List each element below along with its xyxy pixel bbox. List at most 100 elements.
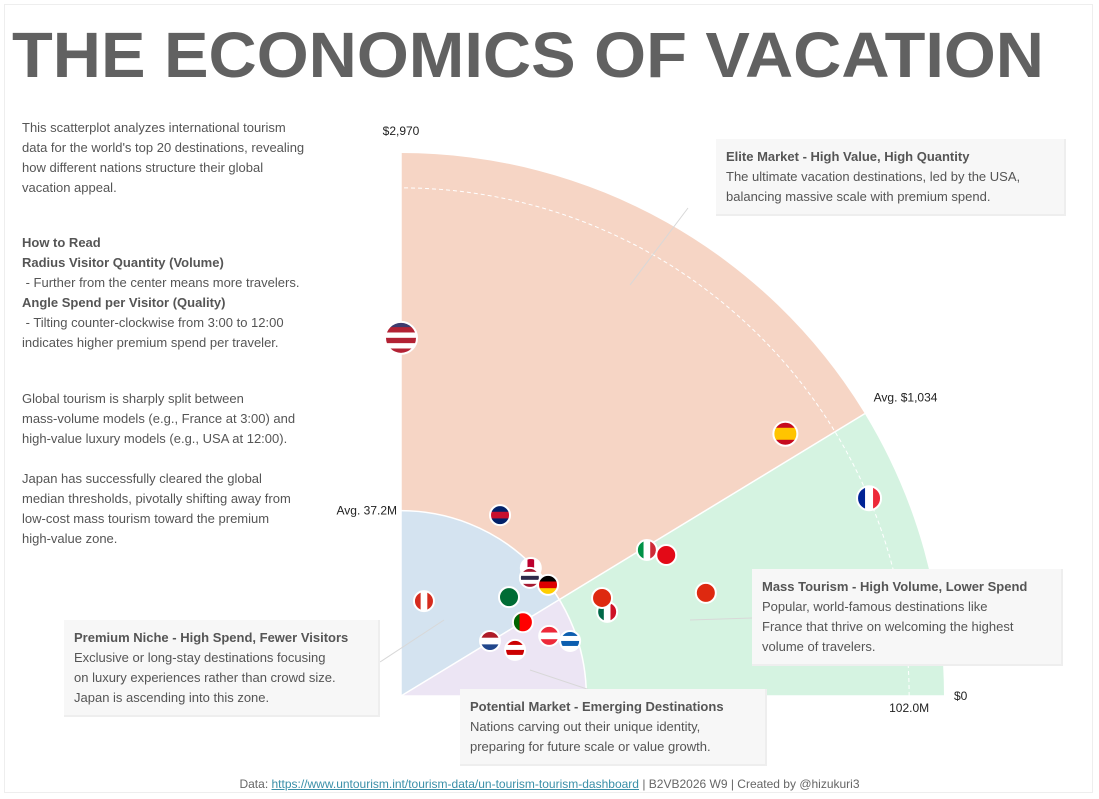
data-point (772, 420, 799, 447)
text-line: Popular, world-famous destinations like (762, 599, 988, 614)
text-line: mass-volume models (e.g., France at 3:00… (22, 411, 296, 426)
flag-stripe (505, 649, 526, 656)
flag (857, 486, 882, 511)
radius-tick-label: Avg. 37.2M (337, 504, 397, 518)
annotation: Mass Tourism - High Volume, Lower Spend … (752, 569, 1063, 666)
how-to-read: How to Read Radius Visitor Quantity (Vol… (22, 233, 299, 353)
text-line: vacation appeal. (22, 180, 117, 195)
flag-stripe (539, 639, 560, 646)
leader-line (379, 619, 445, 663)
text-line: volume of travelers. (762, 639, 876, 654)
annotation: Premium Niche - High Spend, Fewer Visito… (64, 620, 380, 717)
frame (4, 4, 1093, 793)
flag (499, 587, 520, 608)
flag (636, 540, 657, 561)
flag (480, 631, 501, 652)
text-line: - Tilting counter-clockwise from 3:00 to… (22, 315, 284, 330)
data-point (511, 611, 534, 634)
flag-stripe (865, 486, 874, 511)
flag-stripe (385, 348, 417, 354)
data-point (479, 630, 502, 653)
flag (505, 639, 526, 660)
flag-stripe (505, 639, 526, 646)
flag-stripe (480, 631, 501, 639)
flag-stripe (539, 632, 560, 640)
heading: How to Read (22, 235, 101, 250)
annotation-title: Elite Market - High Value, High Quantity (726, 149, 970, 164)
text-line: Global tourism is sharply split between (22, 391, 244, 406)
flag-stripe (538, 574, 559, 583)
flag-stripe (643, 540, 651, 561)
radius-tick-label: 102.0M (889, 701, 929, 715)
flag-stripe (597, 601, 605, 622)
text-line: - Further from the center means more tra… (22, 275, 300, 290)
flag-stripe (385, 337, 417, 344)
flag-stripe (520, 557, 528, 578)
flag-stripe (773, 421, 798, 429)
text-line: high-value zone. (22, 531, 118, 546)
flag-stripe (636, 540, 645, 561)
angle-tick-label: $2,970 (383, 124, 420, 138)
text-line: Japan is ascending into this zone. (74, 690, 270, 705)
flag (538, 574, 559, 595)
flag (695, 582, 716, 603)
flag-stripe (534, 557, 541, 578)
text-line: how different nations structure their gl… (22, 160, 264, 175)
flag-stripe (560, 635, 581, 642)
source-link[interactable]: https://www.untourism.int/tourism-data/u… (271, 777, 639, 791)
flag (592, 587, 613, 608)
text-line: low-cost mass tourism toward the premium (22, 511, 270, 526)
annotation-title: Potential Market - Emerging Destinations (470, 699, 724, 714)
flag-stripe (650, 540, 657, 561)
flag-stripe (385, 327, 417, 333)
heading: Radius Visitor Quantity (Volume) (22, 255, 224, 270)
flag-stripe (512, 612, 521, 633)
flag-stripe (560, 640, 581, 647)
page-title: THE ECONOMICS OF VACATION (12, 19, 1044, 91)
flag (519, 567, 540, 588)
text-line: balancing massive scale with premium spe… (726, 189, 991, 204)
flag-stripe (505, 644, 526, 651)
flag (560, 630, 581, 651)
text-line: data for the world's top 20 destinations… (22, 140, 305, 155)
flag-stripe (490, 518, 511, 526)
flag-stripe (656, 544, 677, 565)
flag-stripe (490, 505, 511, 513)
flag-stripe (505, 654, 526, 660)
flag-stripe (603, 601, 611, 622)
flag-stripe (385, 332, 417, 339)
angle-grid-line (400, 412, 866, 697)
text-line: high-value luxury models (e.g., USA at 1… (22, 431, 288, 446)
data-point (498, 586, 521, 609)
flag-stripe (519, 612, 527, 633)
text-line: preparing for future scale or value grow… (470, 739, 711, 754)
flag-stripe (538, 588, 559, 595)
flag-stripe (480, 637, 501, 645)
flag-stripe (560, 630, 581, 637)
footer-text: | B2VB2026 W9 | Created by @hizukuri3 (642, 777, 860, 791)
data-point (412, 590, 435, 613)
data-point (694, 581, 717, 604)
flag-stripe (773, 427, 798, 435)
flag-stripe (526, 612, 533, 633)
text-line: Nations carving out their unique identit… (470, 719, 701, 734)
text-line: on luxury experiences rather than crowd … (74, 670, 336, 685)
annotation: Potential Market - Emerging Destinations… (460, 689, 767, 766)
angle-tick-label: Avg. $1,034 (874, 390, 938, 404)
footer: Data: https://www.untourism.int/tourism-… (0, 777, 1099, 791)
flag-stripe (490, 511, 511, 519)
text-line: This scatterplot analyzes international … (22, 120, 286, 135)
flag-stripe (385, 321, 417, 328)
heading: Angle Spend per Visitor (Quality) (22, 295, 226, 310)
flag-stripe (560, 645, 581, 651)
flag (539, 625, 560, 646)
footer-text: Data: (239, 777, 269, 791)
flag (656, 544, 677, 565)
intro: This scatterplot analyzes international … (22, 118, 304, 198)
flag (512, 612, 533, 633)
text-line: indicates higher premium spend per trave… (22, 335, 279, 350)
flag-stripe (539, 625, 560, 634)
text-line: France that thrive on welcoming the high… (762, 619, 1014, 634)
flag-stripe (773, 439, 798, 446)
flag (773, 421, 798, 446)
